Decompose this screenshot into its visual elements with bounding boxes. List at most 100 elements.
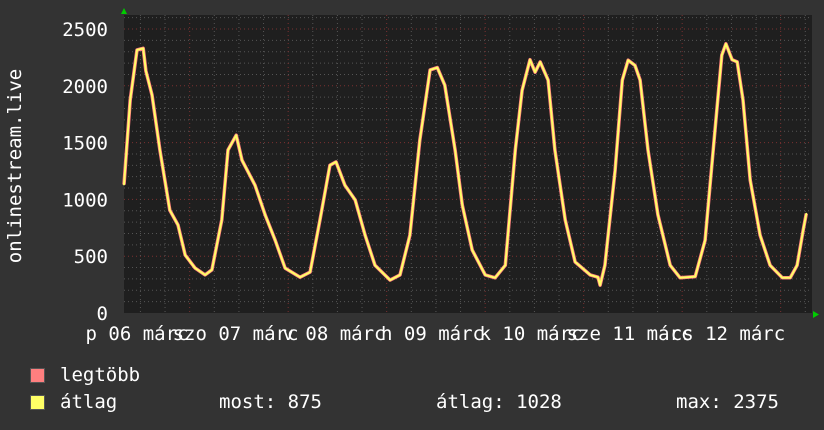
data-point — [621, 79, 624, 81]
data-point — [704, 239, 706, 242]
data-point — [647, 149, 649, 151]
data-point — [694, 275, 696, 278]
data-point — [169, 209, 171, 211]
x-tick-label: szo 07 márc — [173, 323, 299, 345]
data-point — [123, 183, 125, 186]
data-point — [759, 234, 761, 236]
data-point — [354, 199, 357, 201]
stat-avg: átlag: 1028 — [436, 391, 562, 413]
data-point — [639, 79, 641, 81]
data-point — [504, 264, 507, 267]
data-point — [789, 276, 792, 279]
data-point — [409, 234, 411, 236]
data-point — [129, 99, 131, 101]
x-tick-label: h 09 márc — [381, 323, 484, 345]
data-point — [364, 234, 366, 236]
data-point — [461, 204, 464, 206]
data-point — [574, 261, 576, 263]
data-point — [221, 219, 223, 221]
data-point — [529, 58, 531, 61]
data-point — [335, 161, 337, 163]
data-point — [454, 149, 456, 151]
data-point — [731, 58, 733, 61]
data-point — [254, 184, 256, 186]
data-point — [494, 276, 496, 279]
data-point — [781, 276, 784, 279]
y-axis-label: onlinestream.live — [4, 69, 26, 263]
legend-item-avg: átlag — [30, 391, 117, 413]
x-tick-label: v 08 márc — [283, 323, 386, 345]
y-axis-arrow-icon — [121, 8, 127, 14]
data-point — [374, 264, 376, 267]
data-point — [725, 42, 727, 45]
data-point — [194, 267, 196, 269]
data-point — [564, 219, 566, 221]
y-tick-label: 500 — [74, 246, 108, 268]
data-point — [429, 69, 431, 71]
series-lines — [122, 42, 809, 287]
x-tick-label: k 10 márc — [480, 323, 583, 345]
data-point — [589, 274, 591, 276]
data-point — [274, 239, 276, 242]
x-axis-arrow-icon — [813, 311, 819, 318]
data-point — [436, 66, 439, 69]
data-point — [145, 70, 147, 72]
data-point — [471, 249, 473, 251]
data-point — [796, 264, 798, 267]
y-tick-label: 1000 — [62, 189, 108, 211]
data-point — [679, 276, 681, 279]
data-point — [547, 79, 549, 81]
data-point — [227, 149, 229, 151]
data-point — [554, 149, 556, 151]
data-point — [736, 61, 739, 63]
data-point — [344, 184, 346, 186]
data-point — [299, 276, 301, 279]
data-point — [802, 229, 805, 231]
data-point — [805, 212, 808, 215]
data-point — [597, 276, 599, 279]
data-point — [769, 264, 771, 267]
legend-label-avg: átlag — [60, 391, 118, 413]
y-axis: 0 500 1000 1500 2000 2500 — [62, 19, 108, 325]
x-tick-label: sze 11 márc — [567, 323, 693, 345]
data-point — [319, 219, 321, 221]
data-point — [742, 99, 744, 101]
data-point — [484, 274, 486, 276]
legend-swatch-avg — [30, 394, 45, 410]
data-point — [389, 279, 391, 281]
data-point — [714, 129, 716, 131]
y-tick-label: 2500 — [62, 19, 108, 41]
legend-label-max: legtöbb — [60, 364, 141, 386]
data-point — [177, 224, 179, 226]
data-point — [151, 94, 153, 96]
data-point — [309, 271, 311, 273]
data-point — [235, 134, 237, 137]
data-point — [142, 47, 144, 50]
data-point — [159, 149, 161, 151]
data-point — [634, 64, 636, 67]
x-tick-label: p 06 márc — [86, 323, 189, 345]
data-point — [184, 254, 187, 256]
data-point — [241, 159, 243, 162]
y-tick-label: 0 — [97, 303, 108, 325]
data-point — [211, 269, 213, 271]
data-point — [329, 164, 331, 167]
data-point — [419, 139, 421, 142]
data-point — [657, 213, 659, 216]
stat-max: max: 2375 — [676, 391, 779, 413]
x-tick-label: cs 12 márc — [671, 323, 785, 345]
data-point — [721, 54, 723, 56]
data-point — [599, 284, 601, 286]
y-tick-label: 2000 — [62, 76, 108, 98]
stat-now: most: 875 — [219, 391, 322, 413]
data-point — [539, 61, 542, 63]
data-point — [604, 264, 606, 267]
data-point — [444, 84, 446, 87]
data-point — [521, 89, 523, 92]
data-point — [669, 264, 671, 267]
data-point — [514, 149, 517, 151]
data-point — [204, 274, 206, 276]
